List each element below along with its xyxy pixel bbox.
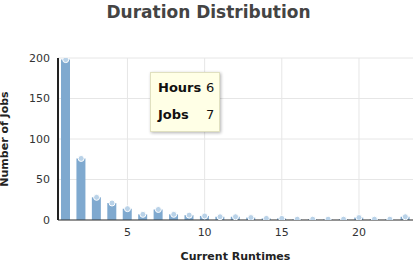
svg-text:100: 100 [29, 133, 50, 146]
html-text:Hours 6: Hours 6 [158, 80, 215, 95]
html-text:Jobs: Jobs [158, 107, 189, 122]
svg-text:0: 0 [43, 214, 50, 227]
svg-text:20: 20 [352, 226, 366, 239]
svg-text:50: 50 [36, 173, 50, 186]
svg-text:200: 200 [29, 52, 50, 65]
svg-text:Current Runtimes: Current Runtimes [181, 250, 291, 263]
svg-text:10: 10 [198, 226, 212, 239]
html-text:Duration Distribution: Duration Distribution [106, 2, 311, 22]
svg-text:5: 5 [124, 226, 131, 239]
svg-text:150: 150 [29, 92, 50, 105]
svg-text:Number of Jobs: Number of Jobs [8, 91, 11, 187]
html-text:7: 7 [206, 107, 215, 122]
svg-text:15: 15 [275, 226, 289, 239]
